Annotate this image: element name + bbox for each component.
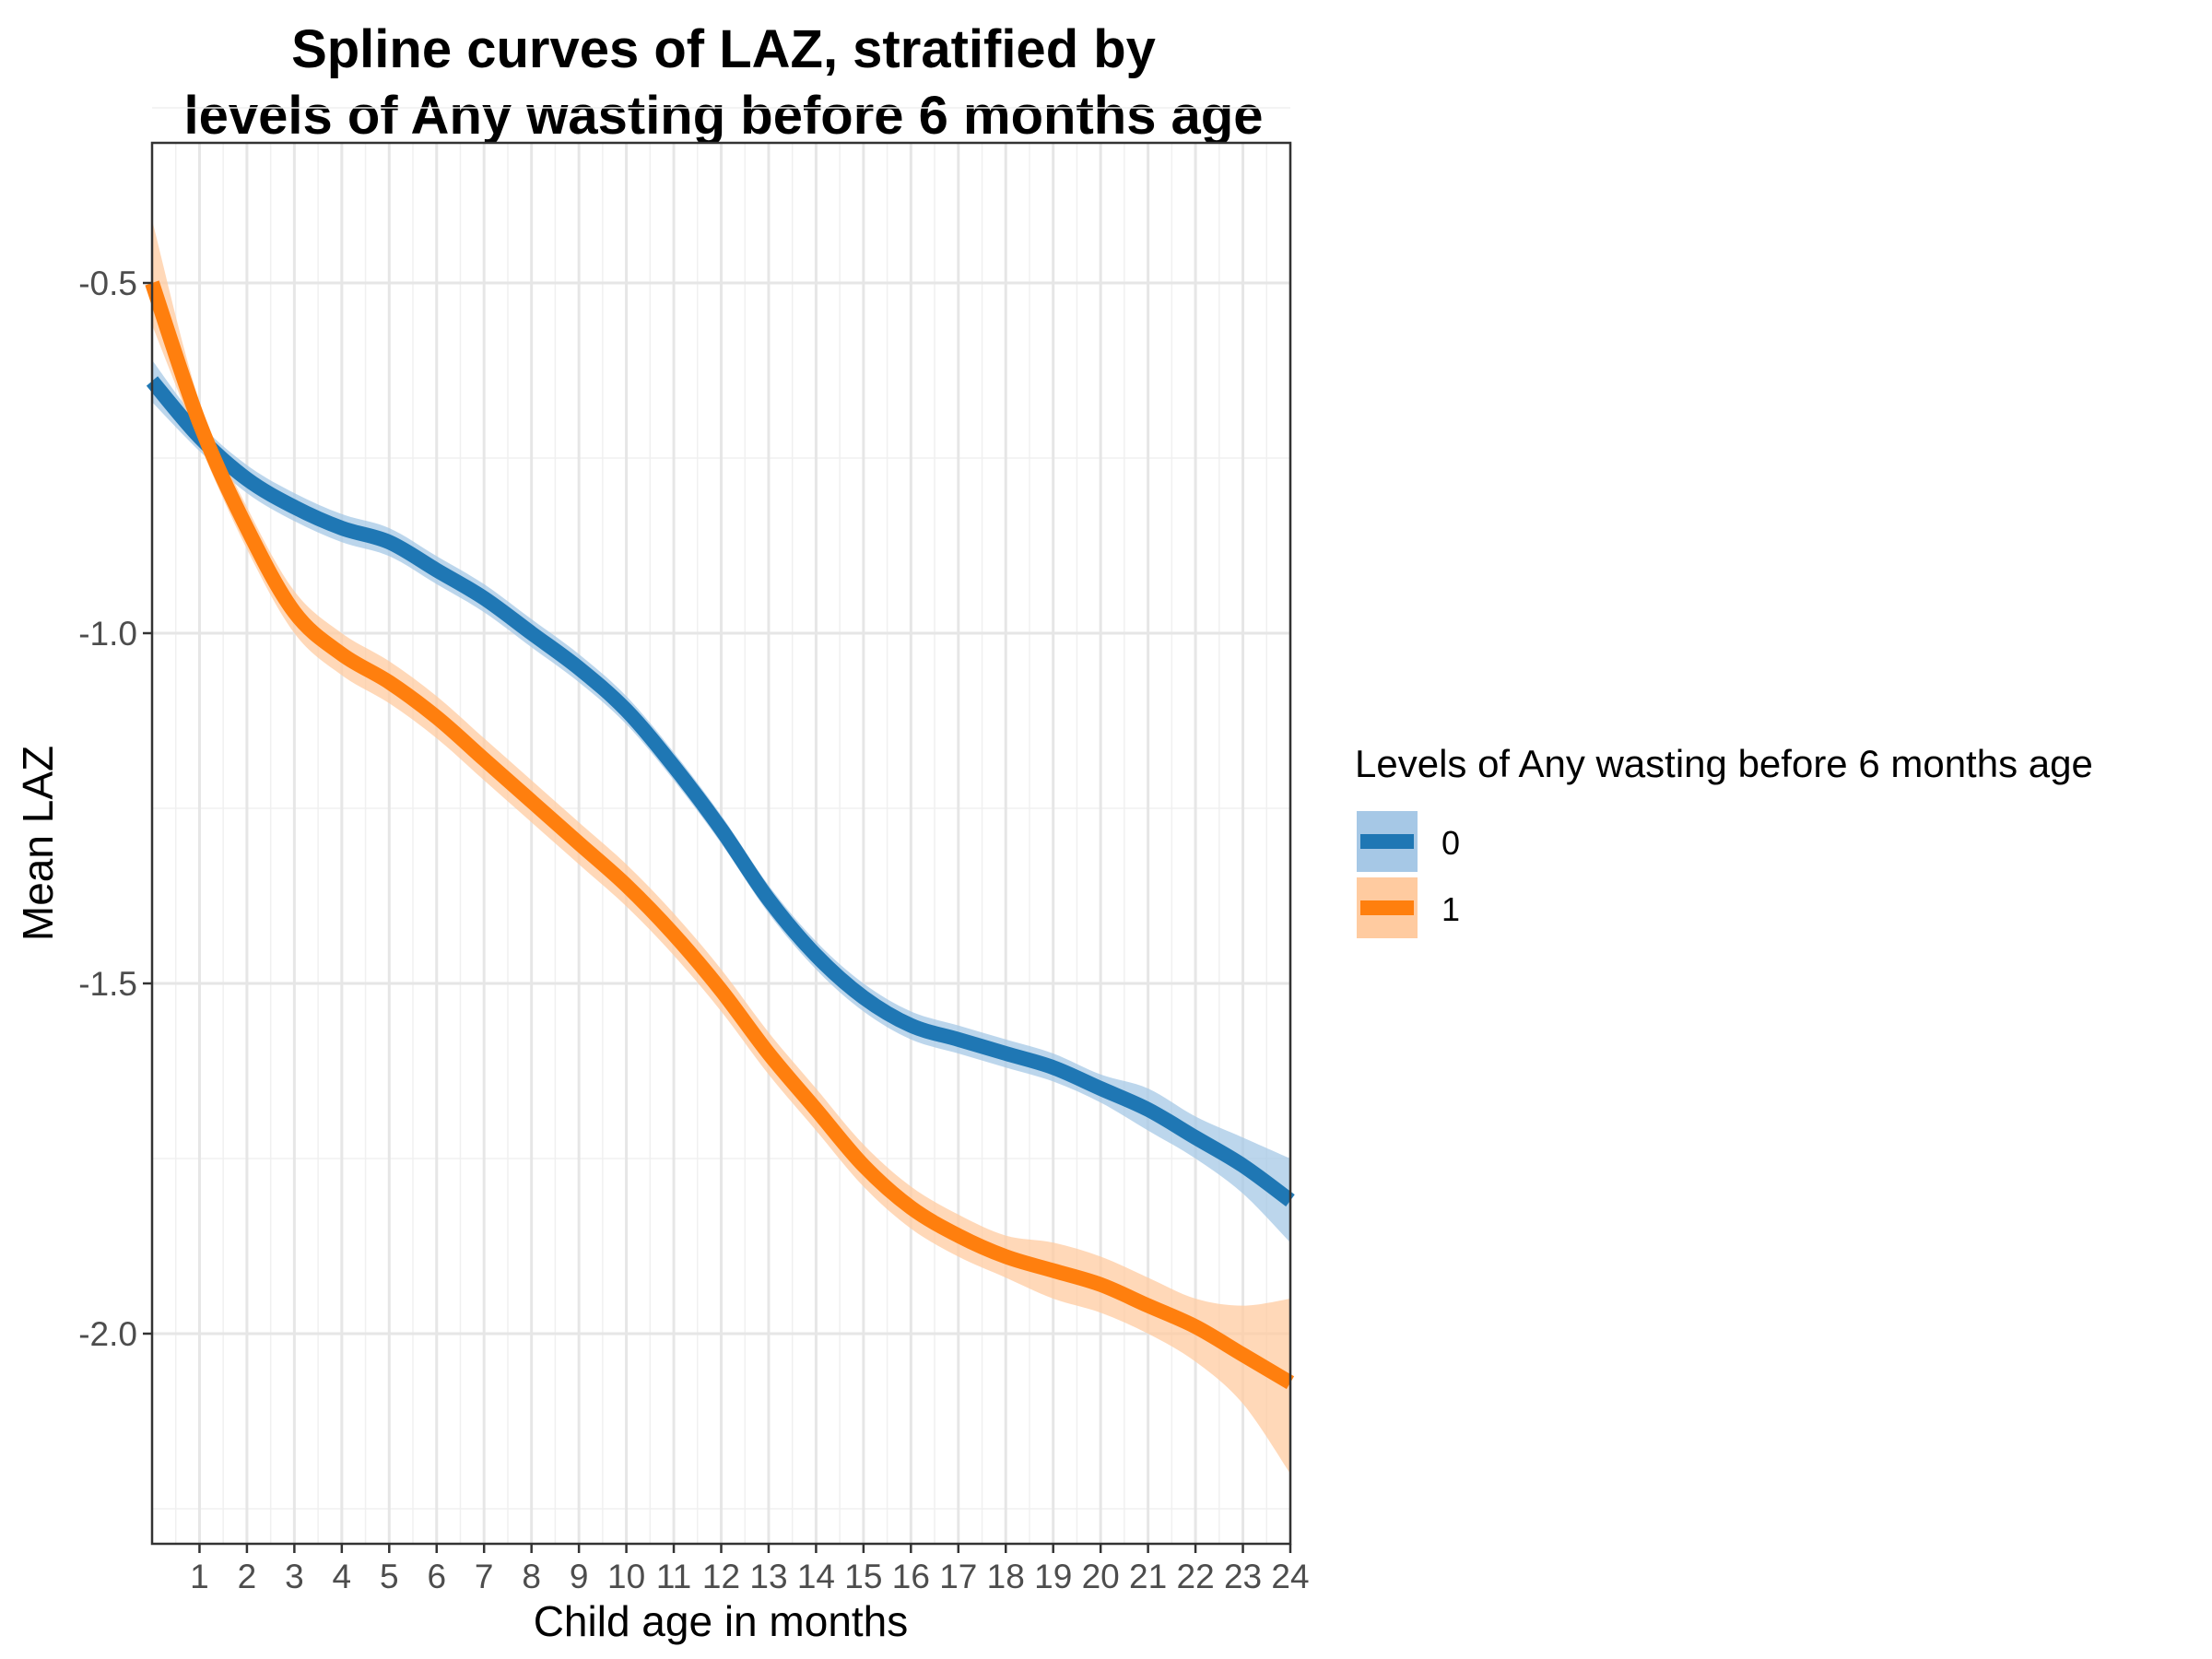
series-lines bbox=[145, 280, 1295, 1390]
legend-label-0: 0 bbox=[1441, 824, 1460, 862]
y-axis-ticks: -2.0 -1.5 -1.0 -0.5 bbox=[78, 265, 152, 1353]
x-axis-label: Child age in months bbox=[534, 1597, 909, 1645]
x-tick-label: 22 bbox=[1177, 1558, 1215, 1595]
series-line-0 bbox=[146, 376, 1295, 1207]
x-tick-label: 8 bbox=[522, 1558, 541, 1595]
x-tick-label: 3 bbox=[285, 1558, 304, 1595]
x-tick-label: 14 bbox=[797, 1558, 835, 1595]
x-tick-label: 7 bbox=[475, 1558, 494, 1595]
series-line-1 bbox=[145, 280, 1295, 1390]
chart-title-line-1: Spline curves of LAZ, stratified by bbox=[291, 19, 1156, 79]
y-tick-label: -0.5 bbox=[78, 265, 137, 302]
x-tick-label: 13 bbox=[749, 1558, 787, 1595]
confidence-band-series-1 bbox=[152, 219, 1290, 1475]
x-tick-label: 15 bbox=[844, 1558, 882, 1595]
x-tick-label: 6 bbox=[427, 1558, 446, 1595]
x-tick-label: 10 bbox=[607, 1558, 645, 1595]
x-tick-label: 16 bbox=[892, 1558, 930, 1595]
legend: Levels of Any wasting before 6 months ag… bbox=[1355, 742, 2093, 938]
legend-title: Levels of Any wasting before 6 months ag… bbox=[1355, 742, 2093, 785]
confidence-bands bbox=[152, 219, 1290, 1475]
x-tick-label: 18 bbox=[987, 1558, 1025, 1595]
x-axis-ticks: 1 2 3 4 5 6 7 8 9 10 11 12 13 14 15 16 17 18 19 20 21 22 23 24 bbox=[190, 1544, 1310, 1595]
x-tick-label: 4 bbox=[333, 1558, 352, 1595]
legend-label-1: 1 bbox=[1441, 890, 1460, 928]
x-tick-label: 21 bbox=[1129, 1558, 1167, 1595]
major-gridlines bbox=[152, 143, 1292, 1544]
x-tick-label: 1 bbox=[190, 1558, 209, 1595]
x-tick-label: 17 bbox=[939, 1558, 977, 1595]
y-tick-label: -1.5 bbox=[78, 965, 137, 1003]
confidence-band-series-0 bbox=[152, 359, 1290, 1243]
y-tick-label: -1.0 bbox=[78, 615, 137, 653]
y-axis-label: Mean LAZ bbox=[14, 746, 62, 941]
x-tick-label: 9 bbox=[570, 1558, 589, 1595]
x-tick-label: 20 bbox=[1082, 1558, 1120, 1595]
x-tick-label: 2 bbox=[238, 1558, 257, 1595]
x-tick-label: 19 bbox=[1034, 1558, 1072, 1595]
x-tick-label: 24 bbox=[1271, 1558, 1309, 1595]
y-tick-label: -2.0 bbox=[78, 1315, 137, 1353]
x-tick-label: 11 bbox=[656, 1558, 691, 1595]
chart-title-line-2: levels of Any wasting before 6 months ag… bbox=[183, 86, 1263, 146]
x-tick-label: 12 bbox=[702, 1558, 740, 1595]
x-tick-label: 23 bbox=[1224, 1558, 1262, 1595]
x-tick-label: 5 bbox=[380, 1558, 399, 1595]
